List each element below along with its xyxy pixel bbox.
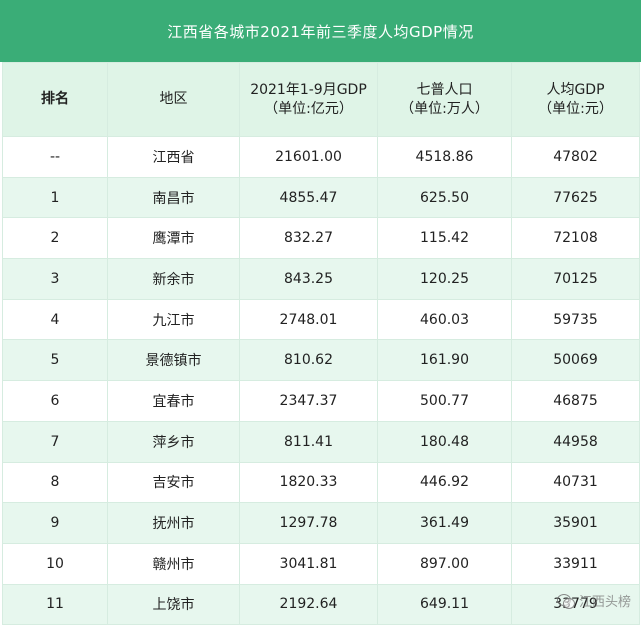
watermark-text: 江西头榜 bbox=[578, 595, 631, 610]
table-row: 11 上饶市 2192.64 649.11 33779 bbox=[2, 583, 640, 625]
table-row: 2 鹰潭市 832.27 115.42 72108 bbox=[2, 217, 640, 260]
cell-region: 九江市 bbox=[107, 298, 240, 341]
gdp-table: 排名 地区 2021年1-9月GDP （单位:亿元） 七普人口 （单位:万人） … bbox=[2, 62, 640, 625]
cell-gdp: 832.27 bbox=[239, 217, 378, 260]
table-row: 3 新余市 843.25 120.25 70125 bbox=[2, 258, 640, 300]
cell-region: 抚州市 bbox=[107, 502, 240, 544]
cell-per-capita: 44958 bbox=[511, 420, 640, 463]
cell-rank: 3 bbox=[2, 258, 108, 300]
cell-per-capita: 72108 bbox=[511, 217, 640, 260]
cell-rank: 1 bbox=[2, 176, 108, 219]
header-per-capita: 人均GDP （单位:元） bbox=[511, 62, 640, 137]
cell-population: 120.25 bbox=[377, 258, 512, 300]
cell-region: 南昌市 bbox=[107, 176, 240, 219]
cell-region: 新余市 bbox=[107, 258, 240, 300]
table-body: -- 江西省 21601.00 4518.86 47802 1 南昌市 4855… bbox=[2, 136, 640, 625]
cell-gdp: 4855.47 bbox=[239, 176, 378, 219]
header-region: 地区 bbox=[107, 62, 240, 137]
table-row: 9 抚州市 1297.78 361.49 35901 bbox=[2, 502, 640, 544]
cell-gdp: 810.62 bbox=[239, 339, 378, 382]
cell-per-capita: 59735 bbox=[511, 298, 640, 341]
cell-population: 180.48 bbox=[377, 420, 512, 463]
cell-region: 萍乡市 bbox=[107, 420, 240, 463]
cell-gdp: 2192.64 bbox=[239, 583, 378, 625]
header-population-line1: 七普人口 bbox=[416, 81, 473, 98]
header-gdp: 2021年1-9月GDP （单位:亿元） bbox=[239, 62, 378, 137]
header-rank: 排名 bbox=[2, 62, 108, 137]
table-title: 江西省各城市2021年前三季度人均GDP情况 bbox=[167, 22, 474, 41]
cell-rank: 4 bbox=[2, 298, 108, 341]
cell-gdp: 1820.33 bbox=[239, 461, 378, 504]
cell-region: 江西省 bbox=[107, 136, 240, 178]
table-row: 7 萍乡市 811.41 180.48 44958 bbox=[2, 420, 640, 463]
cell-population: 897.00 bbox=[377, 542, 512, 585]
cell-per-capita: 77625 bbox=[511, 176, 640, 219]
cell-per-capita: 33911 bbox=[511, 542, 640, 585]
table-row: 1 南昌市 4855.47 625.50 77625 bbox=[2, 176, 640, 219]
header-per-capita-line1: 人均GDP bbox=[546, 81, 605, 98]
cell-gdp: 2347.37 bbox=[239, 380, 378, 422]
cell-rank: 11 bbox=[2, 583, 108, 625]
table-row: 8 吉安市 1820.33 446.92 40731 bbox=[2, 461, 640, 504]
table-row: 5 景德镇市 810.62 161.90 50069 bbox=[2, 339, 640, 382]
cell-rank: 5 bbox=[2, 339, 108, 382]
header-gdp-line2: （单位:亿元） bbox=[264, 100, 353, 117]
cell-per-capita: 35901 bbox=[511, 502, 640, 544]
cell-population: 4518.86 bbox=[377, 136, 512, 178]
cell-rank: 8 bbox=[2, 461, 108, 504]
cell-gdp: 811.41 bbox=[239, 420, 378, 463]
cell-per-capita: 46875 bbox=[511, 380, 640, 422]
cell-gdp: 21601.00 bbox=[239, 136, 378, 178]
cell-region: 鹰潭市 bbox=[107, 217, 240, 260]
cell-rank: 7 bbox=[2, 420, 108, 463]
cell-region: 景德镇市 bbox=[107, 339, 240, 382]
cell-per-capita: 33779 bbox=[511, 583, 640, 625]
cell-region: 上饶市 bbox=[107, 583, 240, 625]
cell-population: 500.77 bbox=[377, 380, 512, 422]
cell-gdp: 843.25 bbox=[239, 258, 378, 300]
cell-per-capita: 40731 bbox=[511, 461, 640, 504]
table-row: 6 宜春市 2347.37 500.77 46875 bbox=[2, 380, 640, 422]
table-row: -- 江西省 21601.00 4518.86 47802 bbox=[2, 136, 640, 178]
header-population-line2: （单位:万人） bbox=[400, 100, 489, 117]
cell-rank: 9 bbox=[2, 502, 108, 544]
cell-rank: 2 bbox=[2, 217, 108, 260]
cell-region: 宜春市 bbox=[107, 380, 240, 422]
cell-population: 625.50 bbox=[377, 176, 512, 219]
cell-region: 吉安市 bbox=[107, 461, 240, 504]
cell-region: 赣州市 bbox=[107, 542, 240, 585]
cell-population: 361.49 bbox=[377, 502, 512, 544]
header-per-capita-line2: （单位:元） bbox=[538, 100, 613, 117]
cell-population: 446.92 bbox=[377, 461, 512, 504]
cell-per-capita: 70125 bbox=[511, 258, 640, 300]
cell-rank: -- bbox=[2, 136, 108, 178]
cell-rank: 10 bbox=[2, 542, 108, 585]
cell-gdp: 1297.78 bbox=[239, 502, 378, 544]
cell-population: 115.42 bbox=[377, 217, 512, 260]
table-title-bar: 江西省各城市2021年前三季度人均GDP情况 bbox=[0, 0, 641, 62]
cell-population: 649.11 bbox=[377, 583, 512, 625]
header-population: 七普人口 （单位:万人） bbox=[377, 62, 512, 137]
cell-per-capita: 47802 bbox=[511, 136, 640, 178]
table-header: 排名 地区 2021年1-9月GDP （单位:亿元） 七普人口 （单位:万人） … bbox=[2, 62, 640, 137]
cell-population: 460.03 bbox=[377, 298, 512, 341]
table-row: 10 赣州市 3041.81 897.00 33911 bbox=[2, 542, 640, 585]
watermark: 江西头榜 bbox=[556, 591, 631, 610]
header-gdp-line1: 2021年1-9月GDP bbox=[250, 81, 367, 98]
cell-gdp: 3041.81 bbox=[239, 542, 378, 585]
cell-per-capita: 50069 bbox=[511, 339, 640, 382]
wechat-icon bbox=[556, 593, 575, 609]
cell-gdp: 2748.01 bbox=[239, 298, 378, 341]
table-row: 4 九江市 2748.01 460.03 59735 bbox=[2, 298, 640, 341]
cell-rank: 6 bbox=[2, 380, 108, 422]
cell-population: 161.90 bbox=[377, 339, 512, 382]
